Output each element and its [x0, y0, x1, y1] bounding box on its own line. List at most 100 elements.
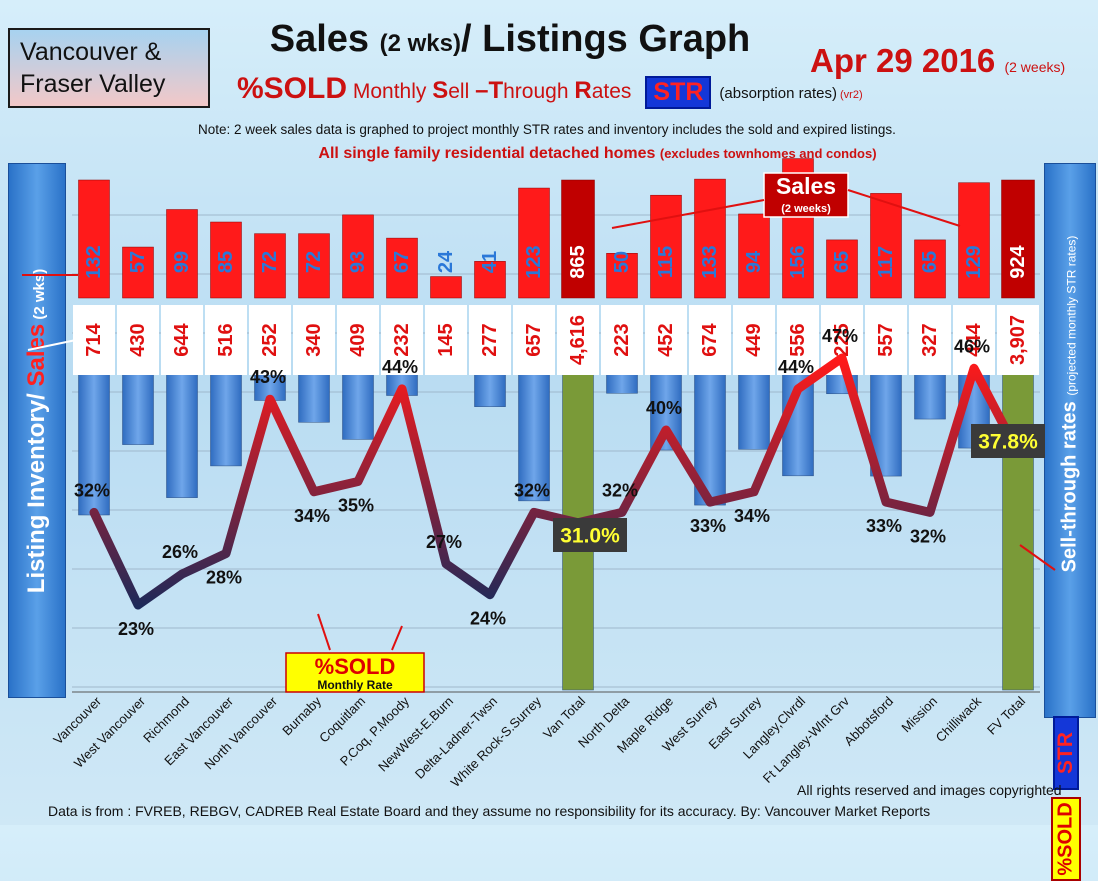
sales-bar [694, 178, 726, 299]
str-badge: STR [645, 75, 712, 109]
title-part-2: (2 wks) [379, 30, 461, 57]
sales-bar [606, 253, 638, 299]
sold-rate-label: 35% [338, 496, 374, 516]
inventory-bar [562, 337, 594, 691]
sales-bar [650, 194, 682, 299]
inventory-label-box [645, 305, 687, 375]
sold-rate-label: 43% [250, 367, 286, 387]
right-pointer-arrow [1019, 544, 1056, 571]
sales-callout-arrow [847, 189, 961, 227]
sales-bar [254, 233, 286, 299]
subtitle: %SOLD Monthly Sell –Through Rates STR (abs… [237, 72, 863, 109]
subtitle-s: S [432, 77, 449, 104]
title-part-1: Sales [269, 18, 380, 60]
inventory-label: 252 [259, 323, 281, 356]
sales-label: 93 [347, 251, 369, 273]
inventory-label: 145 [435, 323, 457, 356]
total-rate-label: 37.8% [978, 431, 1038, 454]
sales-bar [474, 261, 506, 299]
inventory-label: 340 [303, 323, 325, 356]
sales-label: 72 [303, 251, 325, 273]
inventory-label: 232 [391, 323, 413, 356]
scope-paren: (excludes townhomes and condos) [659, 146, 877, 161]
sales-bar [78, 179, 110, 299]
region-label: Vancouver & Fraser Valley [8, 28, 210, 108]
footer-rights: All rights reserved and images copyright… [797, 782, 1062, 798]
sales-label: 94 [743, 250, 765, 273]
note-text: Note: 2 week sales data is graphed to pr… [198, 122, 896, 137]
inventory-label-box [557, 305, 599, 375]
total-rate-label: 31.0% [560, 525, 620, 548]
category-label: Delta-Ladner-Twsn [412, 694, 500, 782]
axis-pointer-arrow [27, 339, 77, 351]
sales-label: 129 [963, 245, 985, 278]
footer-source: Data is from : FVREB, REBGV, CADREB Real… [48, 803, 931, 819]
sold-rate-label: 24% [470, 609, 506, 629]
category-label: Burnaby [279, 693, 324, 738]
subtitle-ell: ell [448, 80, 476, 103]
category-label: Mission [898, 694, 940, 736]
sold-callout-title: %SOLD [315, 654, 396, 679]
inventory-label-box [117, 305, 159, 375]
sales-label: 65 [919, 251, 941, 273]
sales-bar [298, 233, 330, 299]
inventory-label-box [997, 305, 1039, 375]
inventory-label-box [909, 305, 951, 375]
sales-label: 72 [259, 251, 281, 273]
date-label: Apr 29 2016 (2 weeks) [810, 42, 1065, 80]
subtitle-version: (vr2) [836, 89, 863, 101]
inventory-label: 674 [699, 322, 721, 356]
sold-rate-label: 47% [822, 326, 858, 346]
inventory-label-box [601, 305, 643, 375]
sold-rate-label: 33% [690, 516, 726, 536]
sold-rate-label: 46% [954, 336, 990, 356]
inventory-bar [1002, 337, 1034, 691]
sold-rate-label: 28% [206, 568, 242, 588]
sold-rate-label: 23% [118, 619, 154, 639]
subtitle-sold: %SOLD [237, 72, 348, 105]
inventory-label-box [953, 305, 995, 375]
sales-bar [738, 213, 770, 299]
category-label: Ft Langley-Wlnt Grv [760, 693, 853, 786]
scope-main: All single family residential detached h… [318, 145, 660, 162]
inventory-label-box [513, 305, 555, 375]
sold-rate-line [89, 353, 1023, 610]
sold-rate-label: 33% [866, 516, 902, 536]
title-part-3: / Listings Graph [461, 18, 751, 60]
sold-rate-label: 44% [382, 357, 418, 377]
sales-bar [342, 214, 374, 299]
sold-rate-label: 32% [74, 480, 110, 500]
sales-callout-title: Sales [776, 173, 836, 199]
sales-label: 865 [567, 245, 589, 278]
inventory-label-box [337, 305, 379, 375]
sales-callout-arrow [611, 199, 765, 229]
inventory-label-box [777, 305, 819, 375]
inventory-label: 409 [347, 323, 369, 356]
sales-label: 41 [479, 251, 501, 273]
sales-label: 133 [699, 245, 721, 278]
inventory-label: 557 [875, 323, 897, 356]
inventory-label: 644 [171, 322, 193, 356]
inventory-label-box [293, 305, 335, 375]
region-line-1: Vancouver & [20, 38, 162, 66]
sales-label: 85 [215, 251, 237, 273]
sales-bar [122, 246, 154, 299]
inventory-label-box [865, 305, 907, 375]
sold-callout-arrow [391, 625, 403, 651]
sales-label: 156 [787, 245, 809, 278]
category-label: NewWest-E.Burn [375, 694, 456, 775]
inventory-label-box [73, 305, 115, 375]
inventory-label-box [689, 305, 731, 375]
sold-rate-label: 32% [514, 480, 550, 500]
inventory-label-box [469, 305, 511, 375]
sales-bar [166, 209, 198, 299]
inventory-label: 714 [83, 322, 105, 356]
date-main: Apr 29 2016 [810, 42, 1005, 79]
right-str-badge: STR [1053, 716, 1079, 790]
sold-rate-label: 34% [294, 506, 330, 526]
sold-rate-label: 44% [778, 357, 814, 377]
inventory-label: 430 [127, 323, 149, 356]
region-line-2: Fraser Valley [20, 70, 166, 98]
inventory-label-box [249, 305, 291, 375]
inventory-label: 444 [963, 322, 985, 356]
